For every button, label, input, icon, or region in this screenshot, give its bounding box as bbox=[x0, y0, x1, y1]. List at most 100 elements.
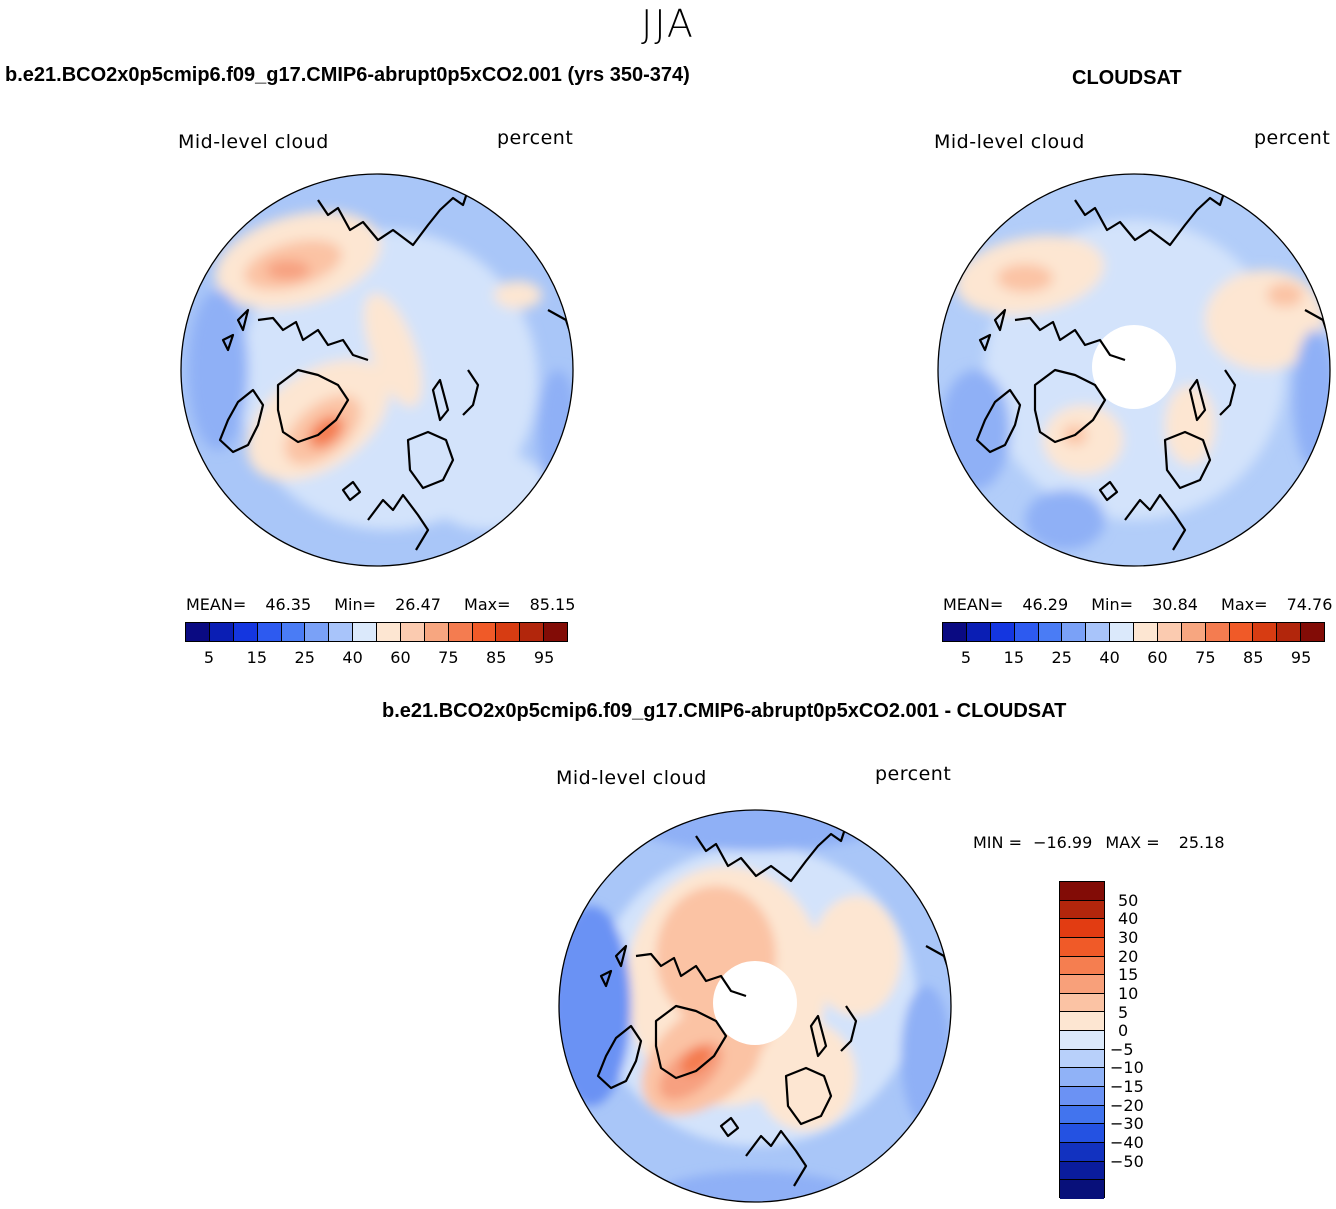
colorbar-swatch bbox=[377, 623, 401, 641]
colorbar-swatch bbox=[186, 623, 210, 641]
season-title: JJA bbox=[641, 2, 695, 46]
colorbar-swatch bbox=[1277, 623, 1302, 641]
colorbar-swatch bbox=[1060, 1049, 1104, 1069]
colorbar-tick-label: 20 bbox=[1118, 946, 1139, 966]
colorbar-tick-label: 95 bbox=[1290, 648, 1312, 667]
colorbar-swatch bbox=[1060, 1031, 1104, 1050]
colorbar-swatch bbox=[1086, 623, 1111, 641]
colorbar-tick-label: 25 bbox=[294, 648, 315, 667]
colorbar-tick-label: 10 bbox=[1118, 983, 1139, 1003]
obs-colorbar bbox=[942, 622, 1325, 642]
colorbar-tick-label: 5 bbox=[960, 648, 972, 667]
model-min-label: Min= bbox=[334, 595, 377, 614]
diff-polar-map bbox=[558, 809, 952, 1203]
colorbar-swatch bbox=[1301, 623, 1324, 641]
colorbar-swatch bbox=[1060, 993, 1104, 1013]
colorbar-tick-label: 15 bbox=[246, 648, 267, 667]
colorbar-swatch bbox=[496, 623, 521, 641]
obs-units-label: percent bbox=[1254, 127, 1331, 149]
model-stats: MEAN= 46.35 Min= 26.47 Max= 85.15 bbox=[186, 595, 575, 614]
colorbar-swatch bbox=[1038, 623, 1063, 641]
colorbar-swatch bbox=[1062, 623, 1087, 641]
colorbar-tick-label: −10 bbox=[1110, 1058, 1144, 1078]
colorbar-tick-label: 15 bbox=[1118, 965, 1139, 985]
obs-stats: MEAN= 46.29 Min= 30.84 Max= 74.76 bbox=[943, 595, 1332, 614]
obs-max-value: 74.76 bbox=[1286, 595, 1333, 614]
colorbar-swatch bbox=[1060, 1124, 1104, 1143]
model-min-value: 26.47 bbox=[395, 595, 441, 614]
diff-stats: MIN = −16.99 MAX = 25.18 bbox=[973, 833, 1225, 852]
colorbar-swatch bbox=[1060, 1142, 1104, 1162]
model-panel-title: b.e21.BCO2x0p5cmip6.f09_g17.CMIP6-abrupt… bbox=[5, 64, 690, 86]
colorbar-swatch bbox=[1060, 1068, 1104, 1088]
model-mean-label: MEAN= bbox=[186, 595, 247, 614]
colorbar-tick-label: −20 bbox=[1110, 1095, 1144, 1115]
colorbar-swatch bbox=[1205, 623, 1230, 641]
diff-max-label: MAX = bbox=[1105, 833, 1160, 852]
colorbar-tick-label: −40 bbox=[1110, 1133, 1144, 1153]
colorbar-swatch bbox=[1134, 623, 1158, 641]
colorbar-swatch bbox=[233, 623, 258, 641]
colorbar-swatch bbox=[281, 623, 306, 641]
diff-colorbar-ticks: 50 40 30 20 15 10 5 0 −5 −10 −15 −20 −30 −40 −50 bbox=[1110, 881, 1170, 1198]
obs-panel-title: CLOUDSAT bbox=[1072, 67, 1182, 89]
colorbar-tick-label: 50 bbox=[1118, 890, 1139, 910]
obs-min-value: 30.84 bbox=[1152, 595, 1198, 614]
colorbar-swatch bbox=[544, 623, 567, 641]
model-max-value: 85.15 bbox=[529, 595, 576, 614]
colorbar-tick-label: 40 bbox=[1099, 648, 1120, 667]
colorbar-swatch bbox=[1181, 623, 1206, 641]
obs-variable-label: Mid-level cloud bbox=[934, 131, 1085, 153]
colorbar-swatch bbox=[1060, 1161, 1104, 1181]
obs-polar-map bbox=[937, 173, 1331, 567]
colorbar-swatch bbox=[209, 623, 234, 641]
colorbar-tick-label: 0 bbox=[1118, 1021, 1129, 1041]
colorbar-tick-label: 40 bbox=[342, 648, 363, 667]
colorbar-swatch bbox=[400, 623, 425, 641]
model-polar-map bbox=[180, 173, 574, 567]
colorbar-swatch bbox=[990, 623, 1015, 641]
colorbar-tick-label: 60 bbox=[390, 648, 411, 667]
colorbar-swatch bbox=[520, 623, 545, 641]
colorbar-swatch bbox=[1014, 623, 1039, 641]
colorbar-swatch bbox=[943, 623, 967, 641]
diff-min-label: MIN = bbox=[973, 833, 1022, 852]
colorbar-swatch bbox=[472, 623, 497, 641]
model-max-label: Max= bbox=[464, 595, 511, 614]
diff-units-label: percent bbox=[875, 763, 952, 785]
colorbar-swatch bbox=[257, 623, 282, 641]
model-colorbar-ticks: 5 15 25 40 60 75 85 95 bbox=[185, 648, 568, 668]
colorbar-swatch bbox=[305, 623, 330, 641]
colorbar-swatch bbox=[1060, 919, 1104, 938]
diff-max-value: 25.18 bbox=[1178, 833, 1225, 852]
colorbar-tick-label: −15 bbox=[1110, 1077, 1144, 1097]
colorbar-swatch bbox=[1157, 623, 1182, 641]
obs-min-label: Min= bbox=[1091, 595, 1134, 614]
colorbar-swatch bbox=[329, 623, 354, 641]
colorbar-tick-label: 75 bbox=[1195, 648, 1216, 667]
colorbar-tick-label: 5 bbox=[203, 648, 215, 667]
colorbar-swatch bbox=[1060, 1105, 1104, 1125]
colorbar-swatch bbox=[1060, 956, 1104, 976]
colorbar-swatch bbox=[1060, 975, 1104, 994]
model-variable-label: Mid-level cloud bbox=[178, 131, 329, 153]
obs-mean-label: MEAN= bbox=[943, 595, 1004, 614]
colorbar-swatch bbox=[1060, 937, 1104, 957]
colorbar-swatch bbox=[1060, 1180, 1104, 1199]
colorbar-swatch bbox=[1060, 882, 1104, 901]
obs-mean-value: 46.29 bbox=[1022, 595, 1069, 614]
colorbar-tick-label: 75 bbox=[438, 648, 459, 667]
obs-max-label: Max= bbox=[1221, 595, 1268, 614]
colorbar-tick-label: 60 bbox=[1147, 648, 1168, 667]
colorbar-tick-label: 5 bbox=[1118, 1002, 1129, 1022]
diff-panel-title: b.e21.BCO2x0p5cmip6.f09_g17.CMIP6-abrupt… bbox=[382, 700, 1067, 722]
model-units-label: percent bbox=[497, 127, 574, 149]
colorbar-swatch bbox=[1253, 623, 1278, 641]
colorbar-tick-label: 85 bbox=[486, 648, 507, 667]
diff-variable-label: Mid-level cloud bbox=[556, 767, 707, 789]
colorbar-tick-label: 15 bbox=[1003, 648, 1024, 667]
colorbar-swatch bbox=[1060, 900, 1104, 920]
diff-colorbar bbox=[1059, 881, 1105, 1199]
colorbar-swatch bbox=[1110, 623, 1134, 641]
colorbar-swatch bbox=[448, 623, 473, 641]
